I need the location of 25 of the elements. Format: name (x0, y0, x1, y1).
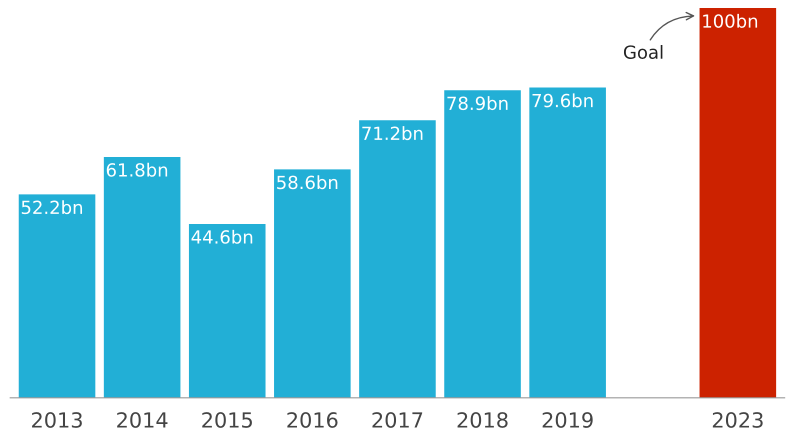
bar (700, 8, 776, 398)
data-label: 71.2bn (362, 126, 422, 140)
x-tick-label: 2018 (458, 412, 508, 428)
x-tick-label: 2015 (202, 412, 252, 428)
annotation: Goal (624, 45, 662, 59)
bar (274, 169, 351, 398)
bar (359, 120, 436, 398)
data-label: 44.6bn (192, 230, 252, 244)
data-label: 61.8bn (106, 162, 168, 177)
data-label: 100bn (703, 14, 758, 28)
data-label: 58.6bn (277, 175, 338, 190)
x-tick-label: 2014 (117, 412, 168, 428)
data-label: 52.2bn (22, 200, 82, 214)
x-tick-label: 2019 (542, 412, 593, 428)
data-label: 79.6bn (532, 93, 593, 108)
bar (444, 90, 521, 398)
bar (104, 156, 180, 398)
x-tick-label: 2017 (372, 412, 422, 428)
data-label: 78.9bn (447, 96, 508, 110)
x-tick-label: 2013 (32, 412, 82, 428)
bar (18, 194, 96, 398)
bar (529, 88, 606, 398)
x-tick-label: 2016 (287, 412, 338, 428)
bar (188, 224, 266, 398)
x-tick-label: 2023 (712, 412, 763, 428)
